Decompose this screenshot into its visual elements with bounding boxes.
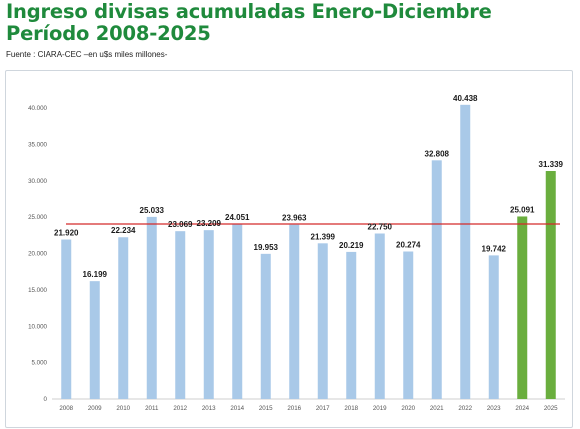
data-label: 23.209: [197, 219, 222, 228]
x-tick-label: 2011: [145, 405, 159, 412]
bar-highlighted: [545, 171, 556, 399]
bar: [260, 253, 271, 399]
y-tick-label: 30.000: [28, 178, 47, 185]
bar: [203, 230, 214, 399]
x-tick-label: 2017: [316, 405, 330, 412]
bar: [175, 231, 186, 399]
data-label: 20.219: [339, 241, 364, 250]
chart-title: Ingreso divisas acumuladas Enero-Diciemb…: [6, 1, 492, 45]
data-label: 25.091: [510, 205, 535, 214]
y-tick-label: 10.000: [28, 323, 47, 330]
bar: [346, 251, 357, 399]
x-tick-label: 2024: [515, 405, 529, 412]
source-note: Fuente : CIARA-CEC –en u$s miles millone…: [6, 50, 168, 59]
data-label: 40.438: [453, 94, 478, 103]
x-tick-label: 2014: [230, 405, 244, 412]
bar: [460, 104, 471, 400]
axis-layer: 0 5.000 10.000 15.000 20.000 25.000 30.000 35.0…: [28, 105, 565, 412]
data-label: 19.742: [482, 244, 507, 253]
data-label: 16.199: [83, 270, 108, 279]
data-label: 21.920: [54, 229, 79, 238]
x-tick-label: 2009: [88, 405, 102, 412]
y-tick-label: 25.000: [28, 214, 47, 221]
bar: [403, 251, 414, 399]
bar: [317, 243, 328, 399]
y-tick-label: 15.000: [28, 287, 47, 294]
y-tick-label: 35.000: [28, 141, 47, 148]
bar: [488, 255, 499, 399]
bar: [61, 239, 72, 399]
x-tick-label: 2010: [116, 405, 130, 412]
bar: [118, 237, 129, 399]
bar: [89, 281, 100, 399]
data-label: 32.808: [425, 149, 450, 158]
x-tick-label: 2021: [430, 405, 444, 412]
bar-layer: [61, 104, 556, 400]
y-tick-label: 0: [44, 396, 48, 403]
x-tick-label: 2016: [287, 405, 301, 412]
y-tick-label: 20.000: [28, 251, 47, 258]
data-label: 22.750: [368, 222, 393, 231]
x-tick-label: 2020: [401, 405, 415, 412]
y-tick-label: 40.000: [28, 105, 47, 112]
x-tick-label: 2019: [373, 405, 387, 412]
data-label: 25.033: [140, 206, 165, 215]
bar: [374, 233, 385, 399]
chart-title-line-2: Período 2008-2025: [6, 22, 211, 45]
data-label: 22.234: [111, 226, 136, 235]
x-tick-label: 2018: [344, 405, 358, 412]
x-tick-label: 2025: [544, 405, 558, 412]
bar: [232, 224, 243, 399]
chart-title-line-1: Ingreso divisas acumuladas Enero-Diciemb…: [6, 0, 492, 23]
x-tick-label: 2022: [458, 405, 472, 412]
bar: [289, 224, 300, 399]
data-label: 31.339: [539, 160, 564, 169]
x-tick-label: 2012: [173, 405, 187, 412]
x-tick-label: 2013: [202, 405, 216, 412]
data-label: 20.274: [396, 241, 421, 250]
x-tick-label: 2008: [59, 405, 73, 412]
data-label: 19.953: [254, 243, 279, 252]
bar-highlighted: [517, 216, 528, 399]
data-label: 21.399: [311, 232, 336, 241]
bar: [146, 216, 157, 399]
y-tick-label: 5.000: [32, 360, 48, 367]
bar: [431, 160, 442, 399]
data-label: 23.963: [282, 214, 307, 223]
data-label: 23.069: [168, 220, 193, 229]
x-tick-label: 2023: [487, 405, 501, 412]
data-label: 24.051: [225, 213, 250, 222]
x-tick-label: 2015: [259, 405, 273, 412]
